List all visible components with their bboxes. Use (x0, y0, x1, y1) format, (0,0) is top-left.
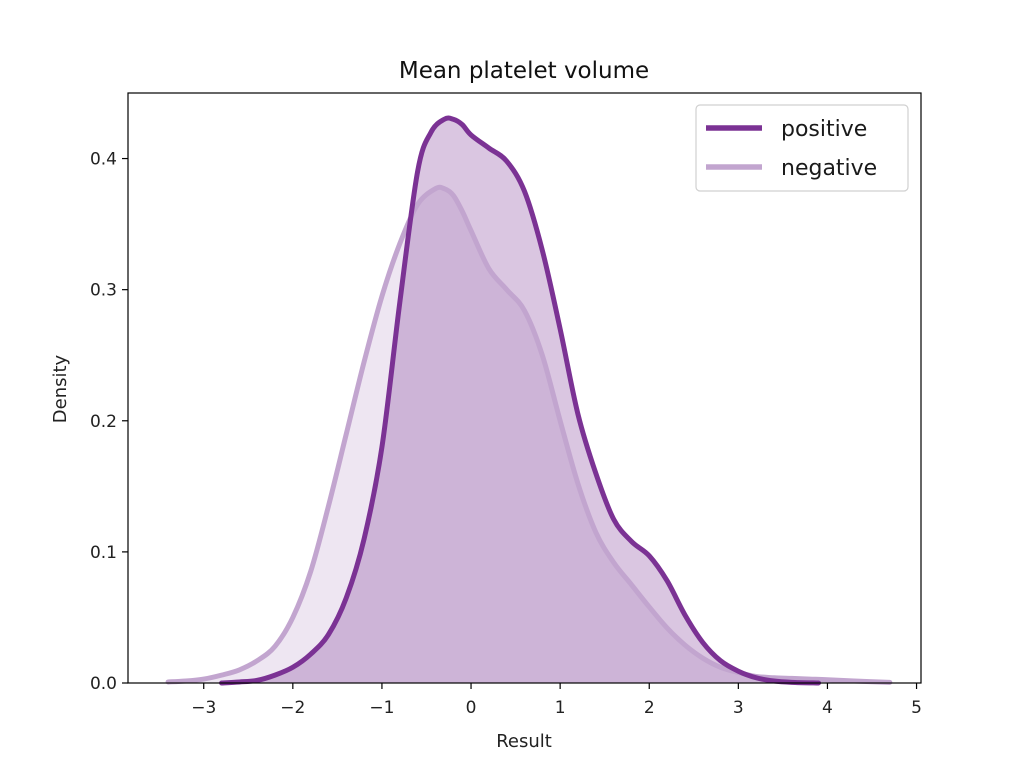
x-tick-label: −1 (369, 698, 394, 718)
density-line-positive (219, 115, 822, 686)
density-fill-negative (168, 187, 890, 683)
chart-title: Mean platelet volume (399, 58, 649, 84)
x-axis-label: Result (496, 731, 552, 752)
x-tick-label: 1 (555, 698, 566, 718)
x-axis-ticks: −3 −2 −1 0 1 2 3 4 5 (191, 683, 922, 718)
y-tick-label: 0.2 (90, 412, 117, 432)
plot-area-frame (127, 92, 922, 684)
x-tick-label: −2 (280, 698, 305, 718)
legend: positive negative (695, 104, 909, 192)
x-tick-label: 0 (466, 698, 477, 718)
y-tick-label: 0.4 (90, 150, 117, 170)
x-tick-label: −3 (191, 698, 216, 718)
y-tick-label: 0.1 (90, 543, 117, 563)
y-tick-label: 0.3 (90, 281, 117, 301)
legend-label-negative: negative (781, 156, 877, 181)
density-fills (168, 118, 890, 683)
density-lines (165, 115, 893, 686)
x-tick-label: 2 (644, 698, 655, 718)
x-tick-label: 3 (733, 698, 744, 718)
y-axis-ticks: 0.0 0.1 0.2 0.3 0.4 (90, 150, 128, 694)
y-axis-label: Density (50, 354, 71, 423)
density-fill-positive (221, 118, 819, 683)
x-tick-label: 4 (822, 698, 833, 718)
x-tick-label: 5 (911, 698, 922, 718)
legend-label-positive: positive (781, 117, 867, 142)
y-tick-label: 0.0 (90, 674, 117, 694)
